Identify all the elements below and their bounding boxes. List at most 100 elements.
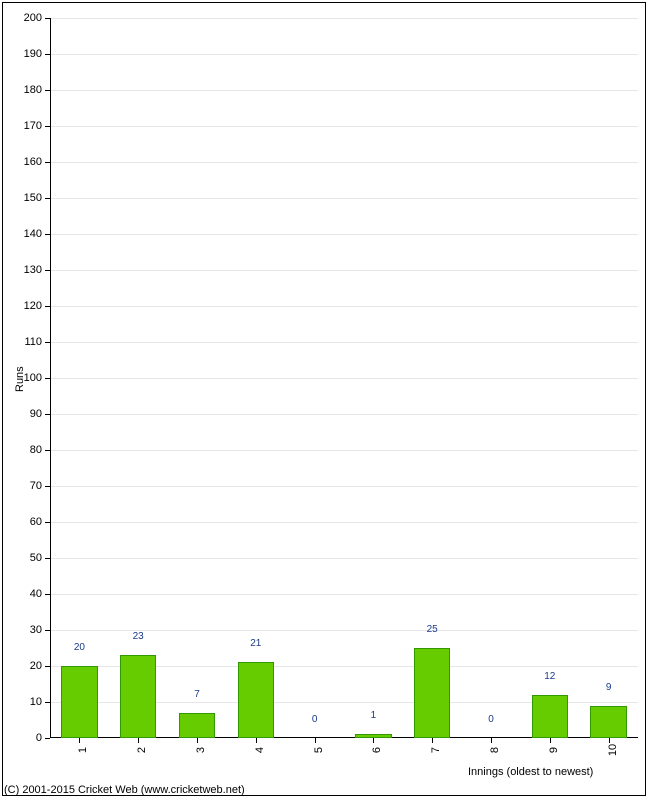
chart-frame: 202372101250129 Runs Innings (oldest to … <box>0 0 650 800</box>
bar-value-label: 7 <box>194 689 200 700</box>
y-tick-mark <box>45 198 50 199</box>
x-tick-mark <box>432 738 433 743</box>
y-tick-label: 130 <box>16 264 42 276</box>
gridline <box>50 18 638 19</box>
x-tick-label: 1 <box>77 747 89 753</box>
y-tick-label: 50 <box>16 552 42 564</box>
y-tick-label: 60 <box>16 516 42 528</box>
y-tick-label: 40 <box>16 588 42 600</box>
y-tick-mark <box>45 414 50 415</box>
x-tick-mark <box>197 738 198 743</box>
gridline <box>50 270 638 271</box>
y-tick-label: 30 <box>16 624 42 636</box>
y-tick-label: 0 <box>16 732 42 744</box>
bar <box>61 666 97 738</box>
x-tick-label: 9 <box>548 747 560 753</box>
gridline <box>50 198 638 199</box>
x-tick-label: 7 <box>430 747 442 753</box>
gridline <box>50 126 638 127</box>
x-tick-label: 4 <box>254 747 266 753</box>
x-tick-mark <box>373 738 374 743</box>
x-tick-label: 3 <box>195 747 207 753</box>
y-tick-mark <box>45 342 50 343</box>
y-tick-mark <box>45 594 50 595</box>
y-tick-mark <box>45 702 50 703</box>
y-tick-mark <box>45 54 50 55</box>
gridline <box>50 414 638 415</box>
y-tick-label: 150 <box>16 192 42 204</box>
x-tick-mark <box>138 738 139 743</box>
y-tick-mark <box>45 522 50 523</box>
bar-value-label: 0 <box>312 714 318 725</box>
y-tick-mark <box>45 630 50 631</box>
x-tick-mark <box>79 738 80 743</box>
y-tick-mark <box>45 558 50 559</box>
bar <box>532 695 568 738</box>
y-tick-label: 20 <box>16 660 42 672</box>
y-tick-mark <box>45 90 50 91</box>
x-tick-label: 10 <box>607 744 619 756</box>
bar <box>414 648 450 738</box>
bar <box>238 662 274 738</box>
y-tick-label: 80 <box>16 444 42 456</box>
bar <box>590 706 626 738</box>
x-tick-label: 5 <box>313 747 325 753</box>
y-tick-label: 10 <box>16 696 42 708</box>
bar-value-label: 12 <box>544 671 555 682</box>
y-tick-mark <box>45 270 50 271</box>
y-tick-mark <box>45 126 50 127</box>
x-tick-label: 6 <box>371 747 383 753</box>
y-tick-mark <box>45 486 50 487</box>
gridline <box>50 90 638 91</box>
bar-value-label: 1 <box>371 710 377 721</box>
bar-value-label: 0 <box>488 714 494 725</box>
y-tick-label: 190 <box>16 48 42 60</box>
x-tick-label: 8 <box>489 747 501 753</box>
x-tick-mark <box>491 738 492 743</box>
y-tick-mark <box>45 450 50 451</box>
gridline <box>50 558 638 559</box>
bar-value-label: 23 <box>133 631 144 642</box>
y-tick-label: 200 <box>16 12 42 24</box>
y-tick-mark <box>45 234 50 235</box>
bar-value-label: 9 <box>606 682 612 693</box>
gridline <box>50 342 638 343</box>
x-tick-mark <box>315 738 316 743</box>
bar-value-label: 21 <box>250 638 261 649</box>
gridline <box>50 594 638 595</box>
bar <box>120 655 156 738</box>
gridline <box>50 54 638 55</box>
gridline <box>50 234 638 235</box>
copyright-text: (C) 2001-2015 Cricket Web (www.cricketwe… <box>4 784 245 796</box>
x-tick-mark <box>256 738 257 743</box>
y-tick-mark <box>45 162 50 163</box>
x-axis-label: Innings (oldest to newest) <box>468 766 593 778</box>
gridline <box>50 162 638 163</box>
y-tick-label: 110 <box>16 336 42 348</box>
gridline <box>50 306 638 307</box>
y-axis-line <box>50 18 51 738</box>
y-tick-mark <box>45 306 50 307</box>
bar-value-label: 20 <box>74 642 85 653</box>
y-tick-label: 160 <box>16 156 42 168</box>
y-tick-label: 90 <box>16 408 42 420</box>
y-tick-label: 140 <box>16 228 42 240</box>
x-tick-mark <box>550 738 551 743</box>
bar <box>179 713 215 738</box>
y-tick-label: 180 <box>16 84 42 96</box>
y-tick-mark <box>45 738 50 739</box>
gridline <box>50 486 638 487</box>
x-tick-mark <box>609 738 610 743</box>
y-tick-mark <box>45 378 50 379</box>
gridline <box>50 522 638 523</box>
plot-area: 202372101250129 <box>50 18 638 738</box>
y-tick-label: 70 <box>16 480 42 492</box>
y-tick-label: 170 <box>16 120 42 132</box>
gridline <box>50 378 638 379</box>
y-tick-mark <box>45 666 50 667</box>
y-tick-mark <box>45 18 50 19</box>
x-tick-label: 2 <box>136 747 148 753</box>
gridline <box>50 450 638 451</box>
y-tick-label: 120 <box>16 300 42 312</box>
y-tick-label: 100 <box>16 372 42 384</box>
